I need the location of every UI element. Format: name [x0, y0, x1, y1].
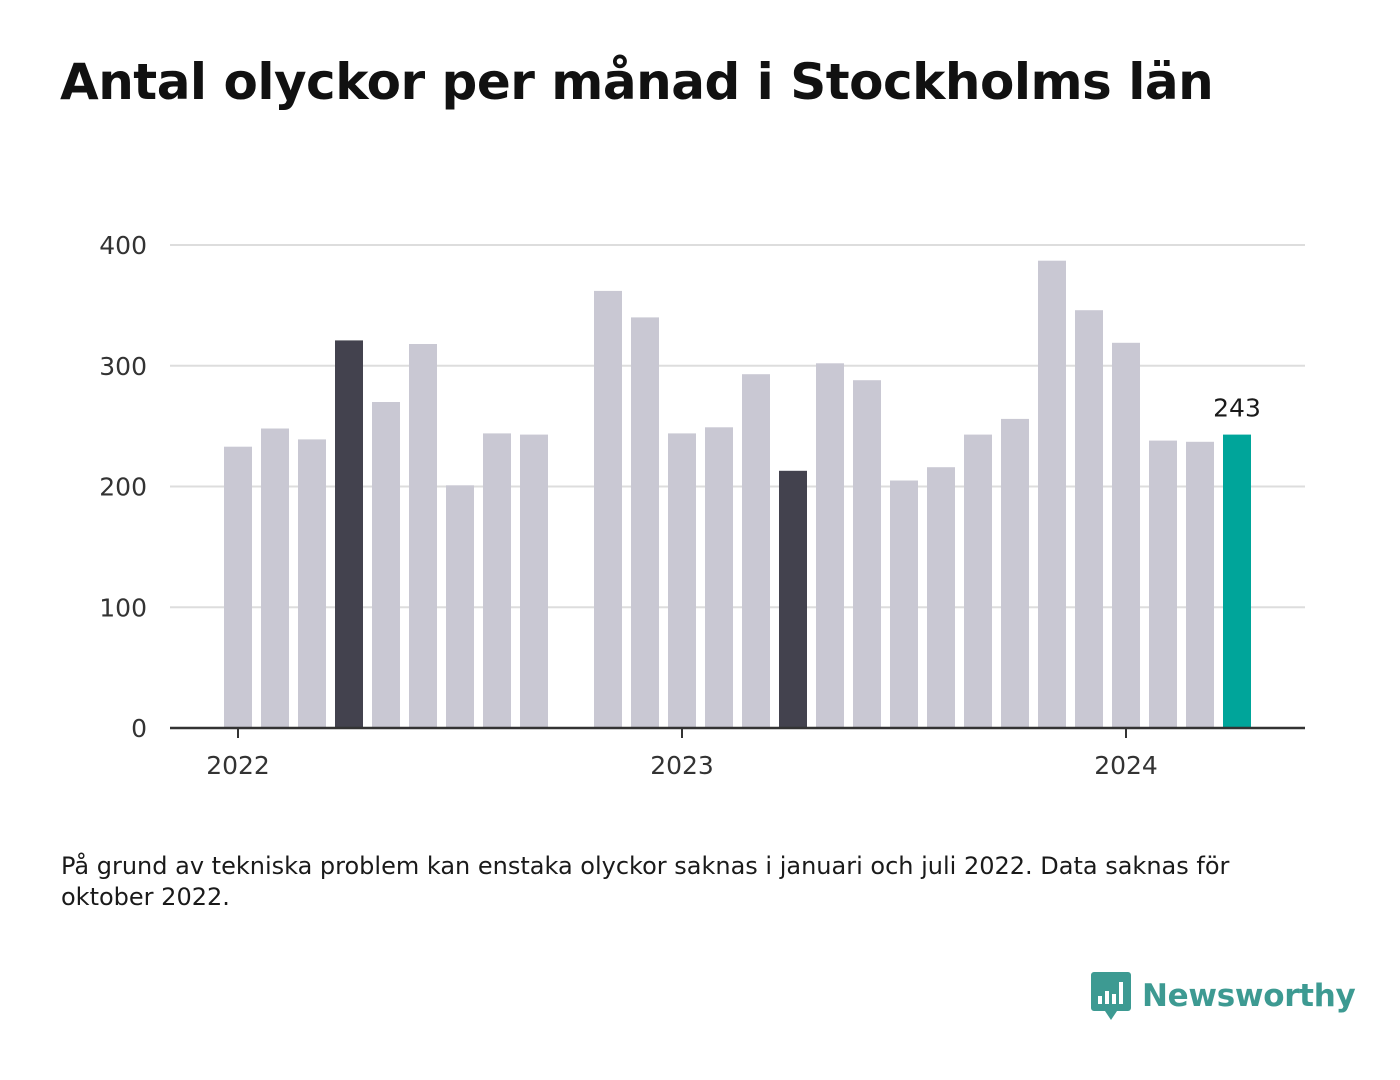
brand-logo[interactable]: Newsworthy: [1090, 970, 1356, 1022]
bar-2023-04: [779, 470, 807, 728]
bar-2023-07: [890, 480, 918, 728]
data-label: 243: [1213, 394, 1261, 423]
bar-2023-10: [1001, 418, 1029, 728]
bar-2023-06: [853, 380, 881, 728]
bar-2023-02: [705, 427, 733, 728]
bar-2022-11: [594, 290, 622, 728]
bar-2022-08: [483, 433, 511, 728]
bar-2022-02: [261, 428, 289, 728]
bar-2023-05: [816, 363, 844, 728]
y-axis-tick-labels: 0 100 200 300 400: [99, 231, 147, 743]
bar-2024-01: [1112, 342, 1140, 728]
x-tick-label: 2023: [650, 751, 714, 780]
brand-name: Newsworthy: [1142, 978, 1356, 1014]
bar-2023-08: [927, 467, 955, 728]
bar-2022-01: [224, 446, 252, 728]
footnote: På grund av tekniska problem kan enstaka…: [61, 852, 1230, 911]
newsworthy-logo-icon: [1091, 972, 1131, 1020]
x-tick-label: 2022: [206, 751, 270, 780]
bar-2022-03: [298, 439, 326, 728]
y-tick-label: 400: [99, 231, 147, 260]
bar-2022-04: [335, 340, 363, 728]
bar-2022-12: [631, 317, 659, 728]
bar-2024-03: [1186, 441, 1214, 728]
x-axis: 2022 2023 2024: [206, 728, 1158, 780]
y-tick-label: 100: [99, 593, 147, 622]
bars: [224, 260, 1251, 728]
annotations: 243: [1213, 394, 1261, 423]
bar-2024-04: [1223, 434, 1251, 728]
bar-2022-09: [520, 434, 548, 728]
bar-2023-01: [668, 433, 696, 728]
x-tick-label: 2024: [1094, 751, 1158, 780]
bar-2023-03: [742, 374, 770, 728]
bar-2022-07: [446, 485, 474, 728]
bar-2023-12: [1075, 310, 1103, 728]
bar-2023-09: [964, 434, 992, 728]
y-tick-label: 200: [99, 473, 147, 502]
chart-title: Antal olyckor per månad i Stockholms län: [60, 53, 1214, 111]
bar-2022-06: [409, 344, 437, 728]
bar-2023-11: [1038, 260, 1066, 728]
bar-chart: 0 100 200 300 400 2022 2023 2024 243: [99, 231, 1305, 780]
bar-2024-02: [1149, 440, 1177, 728]
bar-2022-05: [372, 402, 400, 728]
y-tick-label: 0: [131, 714, 147, 743]
y-tick-label: 300: [99, 352, 147, 381]
